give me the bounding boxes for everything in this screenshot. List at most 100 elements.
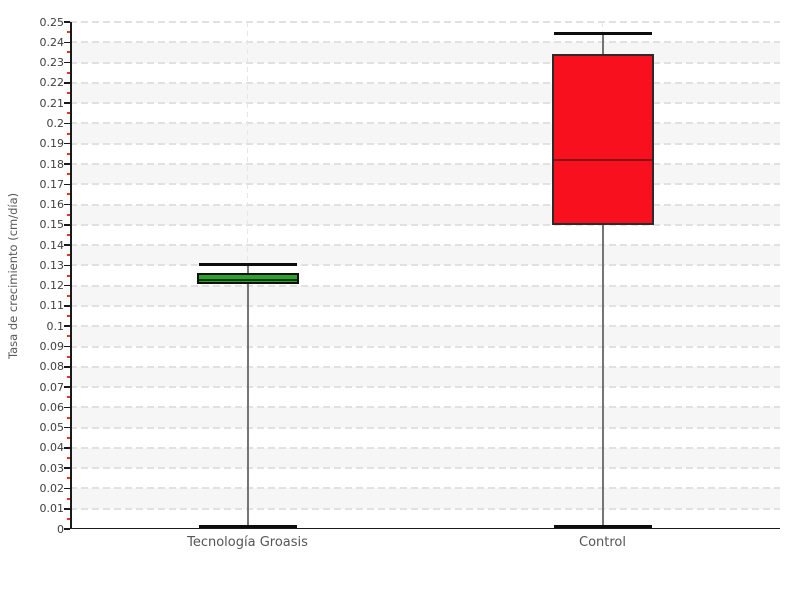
y-major-tick [64, 142, 70, 145]
y-major-tick [64, 426, 70, 429]
y-tick-label: 0.14 [39, 238, 65, 252]
x-category-label: Tecnología Groasis [187, 535, 308, 550]
gridline [70, 487, 780, 490]
y-tick-label: 0.21 [39, 96, 65, 110]
gridline [70, 41, 780, 44]
plot-band [70, 245, 780, 266]
y-major-tick [64, 508, 70, 510]
y-minor-tick [66, 355, 70, 358]
y-minor-tick [66, 416, 70, 419]
y-tick-label: 0.19 [39, 137, 65, 151]
y-tick-label: 0.01 [39, 502, 65, 516]
y-tick-label: 0.08 [39, 360, 65, 374]
y-major-tick [64, 528, 70, 530]
whisker-cap-upper [553, 32, 652, 36]
y-minor-tick [66, 294, 70, 297]
y-tick-label: 0.25 [39, 15, 65, 29]
y-tick-label: 0.07 [39, 380, 65, 394]
gridline [70, 365, 780, 368]
y-minor-tick [66, 497, 70, 500]
gridline [70, 345, 780, 348]
y-minor-tick [66, 274, 70, 277]
gridline [70, 406, 780, 409]
plot-band [70, 123, 780, 144]
y-major-tick [64, 386, 70, 388]
gridline [70, 264, 780, 267]
y-minor-tick [66, 375, 70, 378]
y-minor-tick [66, 254, 70, 257]
gridline [70, 163, 780, 165]
plot-band [70, 285, 780, 306]
y-tick-label: 0.04 [39, 441, 65, 455]
y-minor-tick [66, 517, 70, 520]
gridline [70, 122, 780, 125]
y-major-tick [64, 284, 70, 287]
y-major-tick [64, 21, 70, 23]
plot-band [70, 82, 780, 104]
y-major-tick [64, 487, 70, 490]
y-major-tick [64, 224, 70, 226]
gridline [70, 426, 780, 429]
y-tick-label: 0.11 [39, 299, 65, 313]
y-major-tick [64, 264, 70, 267]
gridline [70, 244, 780, 247]
gridline [70, 102, 780, 105]
y-minor-tick [66, 31, 70, 34]
y-tick-label: 0.15 [39, 218, 65, 232]
median-line [553, 158, 652, 161]
box-tecnologia-groasis [196, 273, 299, 284]
gridline [70, 203, 780, 206]
x-axis-line [70, 527, 780, 529]
y-major-tick [64, 61, 70, 64]
y-tick-label: 0.18 [39, 157, 65, 171]
y-tick-label: 0.09 [39, 340, 65, 353]
y-tick-label: 0.23 [39, 56, 65, 70]
y-minor-tick [66, 51, 70, 54]
y-major-tick [64, 102, 70, 104]
y-tick-label: 0.2 [46, 116, 65, 130]
y-minor-tick [66, 193, 70, 196]
y-minor-tick [66, 173, 70, 176]
plot-band [70, 407, 780, 428]
y-major-tick [64, 203, 70, 206]
y-tick-label: 0.16 [39, 198, 65, 211]
plot-band [70, 488, 780, 509]
gridline [70, 61, 780, 64]
gridline [70, 142, 780, 145]
y-major-tick [64, 163, 70, 165]
y-minor-tick [66, 112, 70, 115]
y-major-tick [64, 183, 70, 185]
y-major-tick [64, 467, 70, 469]
plot-band [70, 42, 780, 63]
y-major-tick [64, 325, 70, 327]
plot-band [70, 163, 780, 185]
y-minor-tick [66, 233, 70, 236]
plot-band [70, 447, 780, 469]
y-tick-label: 0 [57, 522, 64, 536]
y-minor-tick [66, 396, 70, 399]
plot-band [70, 366, 780, 388]
y-major-tick [64, 122, 70, 125]
y-minor-tick [66, 315, 70, 318]
whisker-cap-lower [198, 525, 297, 529]
gridline [70, 304, 780, 307]
gridline [70, 223, 780, 226]
y-minor-tick [66, 213, 70, 216]
y-minor-tick [66, 71, 70, 74]
y-major-tick [64, 447, 70, 449]
gridline [70, 21, 780, 23]
y-axis-line [70, 22, 72, 529]
x-category-label: Control [579, 535, 626, 550]
gridline [70, 325, 780, 328]
gridline [70, 467, 780, 470]
plot-band [70, 204, 780, 225]
y-tick-label: 0.05 [39, 421, 65, 435]
y-major-tick [64, 244, 70, 246]
y-minor-tick [66, 92, 70, 94]
y-minor-tick [66, 335, 70, 338]
y-minor-tick [66, 457, 70, 459]
whisker-line [601, 34, 604, 529]
y-minor-tick [66, 436, 70, 439]
gridline [70, 386, 780, 388]
